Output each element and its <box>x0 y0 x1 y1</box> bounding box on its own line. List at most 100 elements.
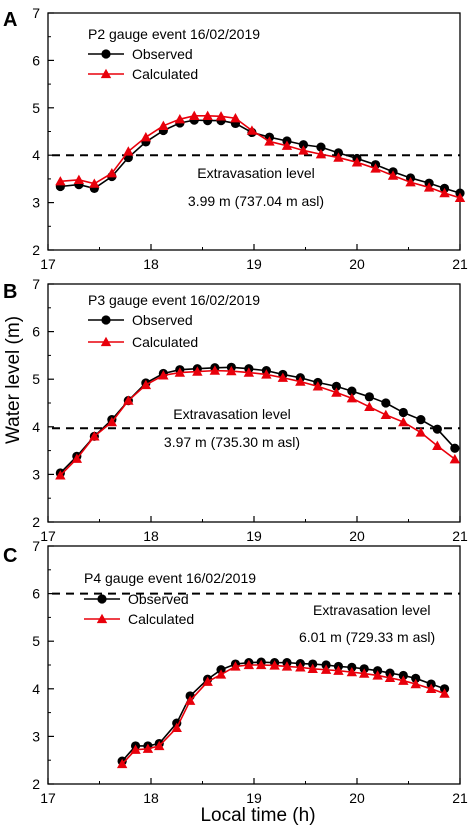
data-point-calculated <box>439 187 450 198</box>
data-point-calculated <box>387 170 399 180</box>
y-tick-label: 3 <box>32 195 40 211</box>
panel-title: P3 gauge event 16/02/2019 <box>88 292 260 308</box>
data-point-calculated <box>106 168 118 178</box>
data-point-calculated <box>158 370 169 380</box>
y-tick-label: 6 <box>32 586 40 602</box>
legend-marker-calculated <box>100 336 112 347</box>
data-point-calculated <box>331 387 342 397</box>
data-point-calculated <box>264 136 275 146</box>
data-point-calculated <box>269 660 280 670</box>
legend-label: Observed <box>132 312 193 328</box>
data-point-calculated <box>380 409 392 420</box>
legend-marker-calculated <box>100 68 112 79</box>
data-point-calculated <box>423 182 435 192</box>
data-point-observed <box>364 392 374 402</box>
x-tick-label: 19 <box>246 256 262 272</box>
x-tick-label: 21 <box>452 256 468 272</box>
data-point-calculated <box>320 664 332 674</box>
y-tick-label: 7 <box>32 538 40 554</box>
y-tick-label: 7 <box>32 5 40 21</box>
x-tick-label: 18 <box>143 256 159 272</box>
data-point-calculated <box>202 110 213 121</box>
y-tick-label: 5 <box>32 371 40 387</box>
panel-title: P4 gauge event 16/02/2019 <box>84 570 256 586</box>
threshold-value-label: 3.97 m (735.30 m asl) <box>164 434 300 450</box>
data-point-calculated <box>281 140 293 150</box>
data-point-calculated <box>140 131 152 142</box>
data-point-calculated <box>281 661 293 671</box>
data-point-calculated <box>315 149 327 159</box>
data-point-calculated <box>215 111 227 121</box>
data-point-observed <box>416 415 426 425</box>
x-tick-label: 21 <box>452 790 468 806</box>
data-point-calculated <box>384 672 396 683</box>
data-point-calculated <box>351 157 363 167</box>
data-point-calculated <box>202 676 213 686</box>
threshold-label: Extravasation level <box>197 165 315 181</box>
x-tick-label: 17 <box>40 790 56 806</box>
legend-label: Calculated <box>132 66 198 82</box>
series-line-observed <box>60 119 461 194</box>
data-point-observed <box>316 142 326 152</box>
data-point-calculated <box>333 665 344 675</box>
y-tick-label: 2 <box>32 514 40 530</box>
data-point-calculated <box>209 365 221 375</box>
y-tick-label: 4 <box>32 419 40 435</box>
data-point-calculated <box>123 146 134 156</box>
panel-label: C <box>3 545 17 567</box>
legend-marker-observed <box>101 49 111 59</box>
data-point-calculated <box>71 453 83 463</box>
data-point-calculated <box>171 722 182 732</box>
threshold-value-label: 3.99 m (737.04 m asl) <box>188 193 324 209</box>
data-point-calculated <box>312 381 324 391</box>
x-tick-label: 17 <box>40 528 56 544</box>
data-point-calculated <box>106 416 118 427</box>
data-point-calculated <box>123 395 134 405</box>
data-point-calculated <box>295 376 306 386</box>
data-point-observed <box>411 673 421 683</box>
y-tick-label: 7 <box>32 276 40 292</box>
data-point-calculated <box>359 668 370 678</box>
x-tick-label: 20 <box>349 528 365 544</box>
data-point-calculated <box>154 740 165 751</box>
x-tick-label: 21 <box>452 528 468 544</box>
x-axis-label: Local time (h) <box>200 805 315 826</box>
data-point-observed <box>398 670 408 681</box>
data-point-calculated <box>372 670 383 680</box>
threshold-label: Extravasation level <box>173 406 291 422</box>
data-point-calculated <box>55 470 66 480</box>
data-point-calculated <box>439 688 450 698</box>
panel-label: B <box>3 281 17 303</box>
data-point-calculated <box>140 379 152 390</box>
data-point-calculated <box>298 145 309 155</box>
data-point-calculated <box>256 659 267 670</box>
legend-label: Calculated <box>128 611 194 627</box>
x-tick-label: 18 <box>143 528 159 544</box>
data-point-calculated <box>89 431 100 441</box>
data-point-calculated <box>73 174 85 185</box>
data-point-calculated <box>370 163 381 173</box>
y-tick-label: 3 <box>32 728 40 744</box>
data-point-calculated <box>415 427 427 437</box>
data-point-calculated <box>243 659 255 670</box>
data-point-calculated <box>277 372 289 382</box>
series-line-calculated <box>59 369 456 476</box>
threshold-value-label: 6.01 m (729.33 m asl) <box>299 629 435 645</box>
series-line-calculated <box>121 664 445 765</box>
data-point-calculated <box>243 367 255 377</box>
data-point-calculated <box>425 683 437 693</box>
data-point-calculated <box>454 192 466 203</box>
threshold-label: Extravasation level <box>313 602 431 618</box>
series-line-calculated <box>60 115 461 199</box>
data-point-calculated <box>130 744 141 754</box>
data-point-calculated <box>410 678 421 689</box>
data-point-calculated <box>398 416 409 427</box>
data-point-calculated <box>449 453 461 464</box>
legend-label: Calculated <box>132 334 198 350</box>
panel-label: A <box>3 9 17 31</box>
y-tick-label: 5 <box>32 633 40 649</box>
y-tick-label: 2 <box>32 776 40 792</box>
legend-marker-observed <box>101 315 111 325</box>
data-point-calculated <box>158 120 169 130</box>
data-point-calculated <box>307 663 318 673</box>
